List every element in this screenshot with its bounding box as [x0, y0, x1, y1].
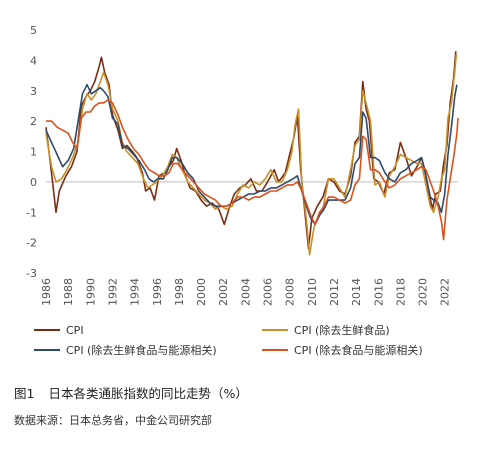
series-line [46, 99, 459, 241]
y-tick-label: 0 [30, 176, 37, 189]
x-tick-label: 1998 [173, 278, 186, 306]
x-tick-label: 2012 [328, 278, 341, 306]
legend-label: CPI (除去食品与能源相关) [294, 343, 423, 357]
legend-label: CPI [66, 324, 84, 337]
x-tick-label: 2002 [217, 278, 230, 306]
x-tick-label: 1986 [40, 278, 53, 306]
x-tick-label: 2014 [350, 278, 363, 306]
x-axis-tick-labels: 1986 1988 1990 1992 1994 1996 1998 2000 2002 2004… [40, 278, 452, 306]
source-note: 数据来源：日本总务省，中金公司研究部 [14, 414, 212, 427]
x-tick-label: 2022 [439, 278, 452, 306]
y-tick-label: 3 [30, 85, 37, 98]
y-tick-label: -1 [26, 206, 37, 219]
figure-label: 图1 [14, 386, 35, 401]
x-tick-label: 2016 [372, 278, 385, 306]
x-tick-label: 1988 [62, 278, 75, 306]
legend-label: CPI (除去生鲜食品) [294, 323, 390, 337]
x-tick-label: 2008 [284, 278, 297, 306]
figure-title: 日本各类通胀指数的同比走势（%） [48, 386, 248, 401]
x-tick-label: 2018 [394, 278, 407, 306]
x-tick-label: 1996 [151, 278, 164, 306]
y-tick-label: -3 [26, 267, 37, 280]
x-tick-label: 2020 [417, 278, 430, 306]
legend: CPI CPI (除去生鲜食品) CPI (除去生鲜食品与能源相关) CPI (除去食… [34, 323, 423, 357]
y-tick-label: 4 [30, 54, 37, 67]
series-line [45, 54, 458, 256]
x-tick-label: 2006 [262, 278, 275, 306]
x-tick-label: 1992 [106, 278, 119, 306]
series-line [45, 83, 458, 226]
y-tick-label: 5 [30, 24, 37, 37]
y-axis-ticks: -3 -2 -1 0 1 2 3 4 5 [26, 24, 37, 280]
y-tick-label: 2 [30, 115, 37, 128]
figure-caption: 图1 日本各类通胀指数的同比走势（%） [14, 383, 248, 402]
y-tick-label: 1 [30, 146, 37, 159]
x-tick-label: 2004 [239, 278, 252, 306]
x-tick-label: 2000 [195, 278, 208, 306]
series-lines [45, 51, 459, 256]
x-tick-label: 2010 [306, 278, 319, 306]
y-tick-label: -2 [26, 237, 37, 250]
chart: -3 -2 -1 0 1 2 3 4 5 1986 1988 1990 1992 1994 1996 199… [26, 24, 459, 357]
x-tick-label: 1990 [84, 278, 97, 306]
x-tick-label: 1994 [129, 278, 142, 306]
legend-label: CPI (除去生鲜食品与能源相关) [66, 343, 217, 357]
